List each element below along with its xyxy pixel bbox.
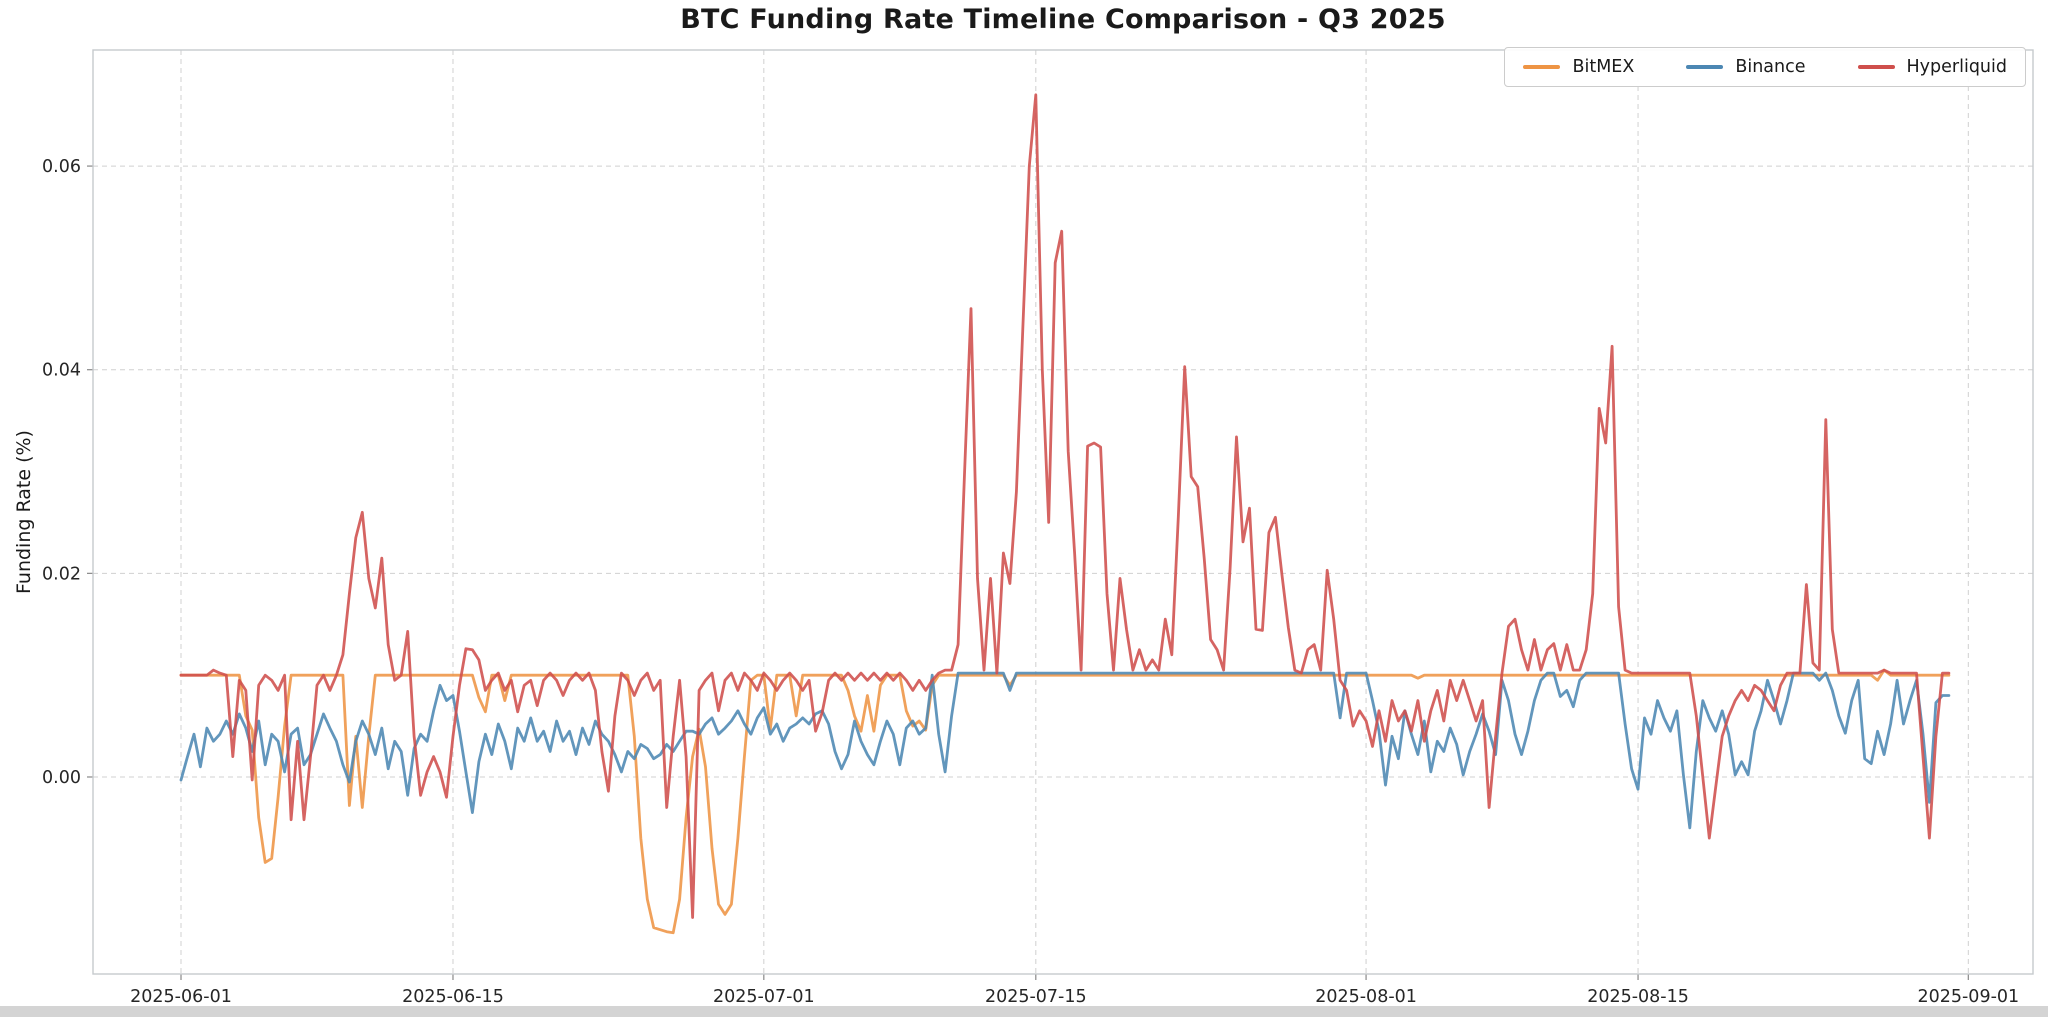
window-bottom-edge	[0, 1006, 2048, 1017]
series-line-binance	[179, 671, 1951, 830]
x-tick-label: 2025-08-15	[1587, 987, 1689, 1007]
legend-item-hyperliquid: Hyperliquid	[1857, 57, 2007, 77]
legend-label: BitMEX	[1572, 57, 1635, 77]
x-tick-label: 2025-09-01	[1917, 987, 2019, 1007]
x-tick-label: 2025-07-15	[985, 987, 1087, 1007]
legend-swatch-binance	[1686, 65, 1724, 69]
series-line-bitmex	[179, 668, 1951, 935]
plot-border	[92, 49, 2034, 975]
y-tick-label: 0.02	[42, 564, 81, 584]
x-tick-label: 2025-08-01	[1315, 987, 1417, 1007]
legend-item-binance: Binance	[1686, 57, 1806, 77]
legend-item-bitmex: BitMEX	[1523, 57, 1634, 77]
chart-title: BTC Funding Rate Timeline Comparison - Q…	[680, 4, 1446, 35]
legend: BitMEX Binance Hyperliquid	[1504, 47, 2026, 87]
x-tick-label: 2025-07-01	[713, 987, 815, 1007]
y-tick-label: 0.06	[42, 157, 81, 177]
series-line-hyperliquid	[179, 93, 1951, 919]
legend-swatch-hyperliquid	[1857, 65, 1895, 69]
legend-label: Hyperliquid	[1906, 57, 2007, 77]
legend-label: Binance	[1735, 57, 1806, 77]
x-tick-label: 2025-06-15	[402, 987, 504, 1007]
legend-swatch-bitmex	[1523, 65, 1561, 69]
y-axis-label: Funding Rate (%)	[13, 430, 35, 594]
x-tick-label: 2025-06-01	[130, 987, 232, 1007]
y-tick-label: 0.04	[42, 361, 81, 381]
y-tick-label: 0.00	[42, 768, 81, 788]
